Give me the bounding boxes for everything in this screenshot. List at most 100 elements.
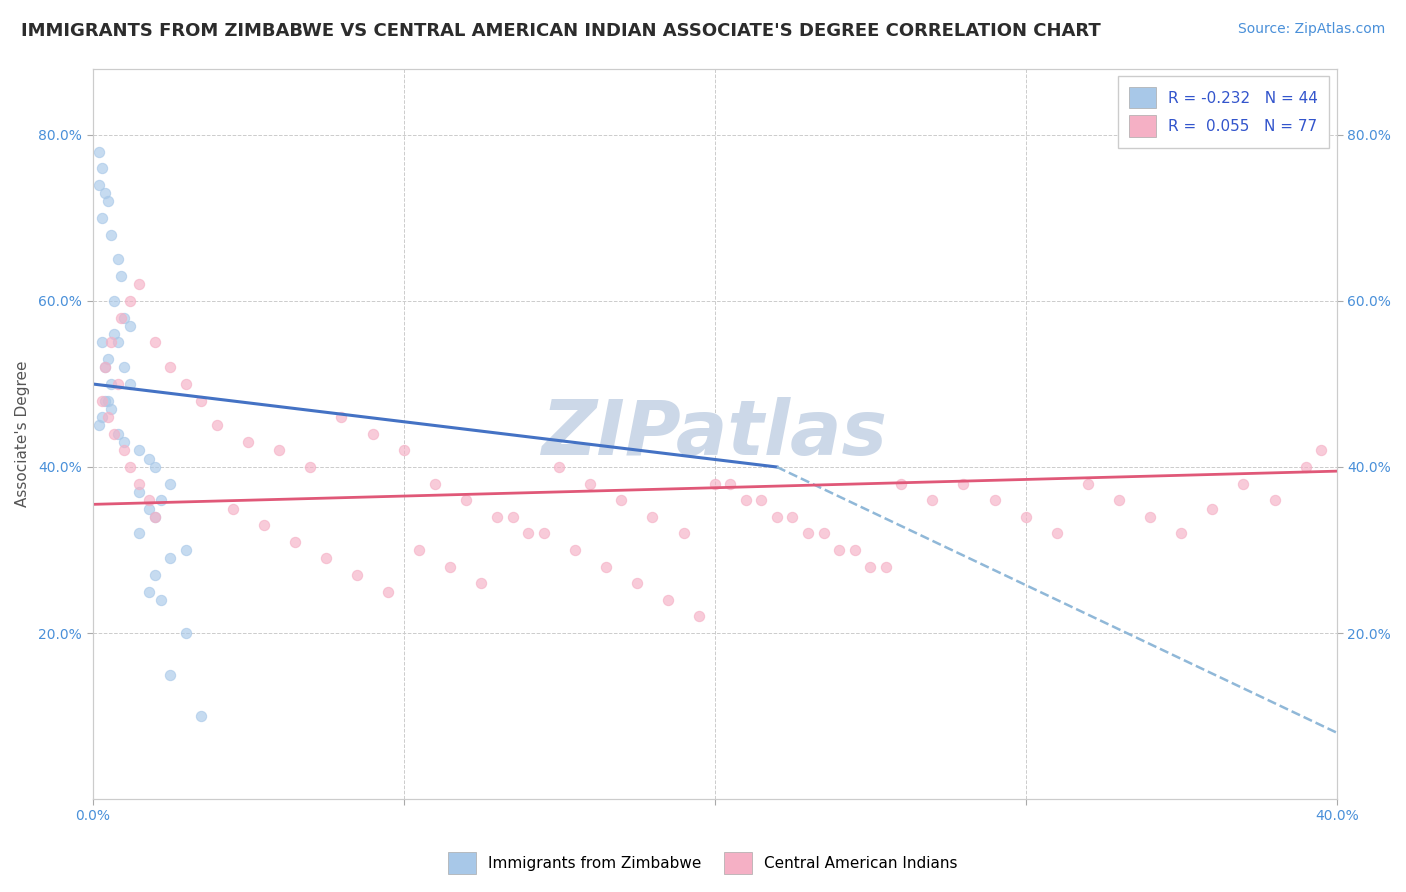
Point [782, 509, 804, 524]
Point [236, 435, 259, 450]
Point [579, 476, 602, 491]
Point [1015, 509, 1038, 524]
Point [107, 426, 129, 441]
Point [470, 576, 492, 591]
Point [734, 493, 756, 508]
Point [392, 443, 415, 458]
Point [718, 476, 741, 491]
Point [159, 476, 181, 491]
Point [91, 161, 114, 175]
Legend: R = -0.232   N = 44, R =  0.055   N = 77: R = -0.232 N = 44, R = 0.055 N = 77 [1118, 76, 1329, 148]
Point [97, 393, 120, 408]
Point [1310, 443, 1333, 458]
Point [1170, 526, 1192, 541]
Point [150, 592, 173, 607]
Point [100, 376, 122, 391]
Point [797, 526, 820, 541]
Point [94, 393, 117, 408]
Point [174, 543, 197, 558]
Point [641, 509, 664, 524]
Point [952, 476, 974, 491]
Point [100, 227, 122, 242]
Point [128, 476, 150, 491]
Point [672, 526, 695, 541]
Point [118, 376, 141, 391]
Point [1046, 526, 1069, 541]
Point [454, 493, 477, 508]
Point [97, 410, 120, 425]
Point [94, 360, 117, 375]
Point [890, 476, 912, 491]
Point [423, 476, 446, 491]
Point [1108, 493, 1130, 508]
Point [91, 410, 114, 425]
Y-axis label: Associate's Degree: Associate's Degree [15, 360, 30, 507]
Point [828, 543, 851, 558]
Point [1295, 460, 1317, 475]
Point [1139, 509, 1161, 524]
Point [766, 509, 789, 524]
Point [103, 293, 125, 308]
Point [159, 360, 181, 375]
Point [1232, 476, 1254, 491]
Point [128, 443, 150, 458]
Point [688, 609, 710, 624]
Point [103, 327, 125, 342]
Point [610, 493, 633, 508]
Point [128, 526, 150, 541]
Point [205, 418, 228, 433]
Point [94, 186, 117, 200]
Point [439, 559, 461, 574]
Point [921, 493, 943, 508]
Point [138, 451, 160, 466]
Point [1263, 493, 1285, 508]
Point [87, 145, 110, 159]
Point [112, 443, 135, 458]
Point [844, 543, 866, 558]
Point [269, 443, 291, 458]
Point [112, 310, 135, 325]
Point [408, 543, 430, 558]
Point [190, 393, 212, 408]
Point [159, 667, 181, 681]
Point [361, 426, 384, 441]
Point [983, 493, 1005, 508]
Point [813, 526, 835, 541]
Point [100, 401, 122, 416]
Point [284, 534, 307, 549]
Point [110, 268, 132, 283]
Point [112, 360, 135, 375]
Point [749, 493, 772, 508]
Point [517, 526, 540, 541]
Point [94, 360, 117, 375]
Point [110, 310, 132, 325]
Point [138, 501, 160, 516]
Legend: Immigrants from Zimbabwe, Central American Indians: Immigrants from Zimbabwe, Central Americ… [443, 846, 963, 880]
Point [174, 626, 197, 640]
Point [97, 194, 120, 209]
Point [97, 352, 120, 367]
Point [859, 559, 882, 574]
Point [502, 509, 524, 524]
Point [107, 335, 129, 350]
Point [564, 543, 586, 558]
Point [143, 509, 166, 524]
Point [657, 592, 679, 607]
Point [330, 410, 353, 425]
Point [143, 509, 166, 524]
Point [346, 568, 368, 582]
Point [118, 318, 141, 333]
Point [1201, 501, 1223, 516]
Point [190, 709, 212, 723]
Point [174, 376, 197, 391]
Point [377, 584, 399, 599]
Point [107, 376, 129, 391]
Point [299, 460, 322, 475]
Point [315, 551, 337, 566]
Point [100, 335, 122, 350]
Point [138, 493, 160, 508]
Text: IMMIGRANTS FROM ZIMBABWE VS CENTRAL AMERICAN INDIAN ASSOCIATE'S DEGREE CORRELATI: IMMIGRANTS FROM ZIMBABWE VS CENTRAL AMER… [21, 22, 1101, 40]
Point [253, 518, 276, 533]
Point [112, 435, 135, 450]
Point [143, 568, 166, 582]
